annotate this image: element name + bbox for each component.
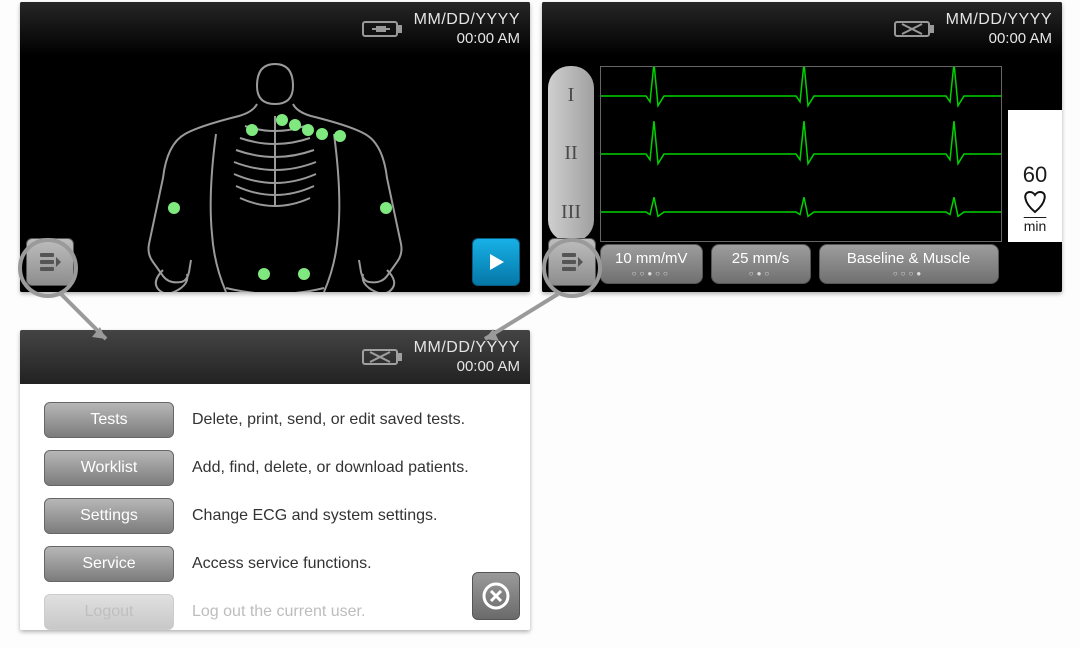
menu-row-logout: Logout Log out the current user. (44, 594, 518, 630)
lead-label: II (564, 142, 577, 165)
torso-diagram (20, 56, 530, 292)
worklist-desc: Add, find, delete, or download patients. (192, 459, 469, 477)
filter-button[interactable]: Baseline & Muscle ○○○● (819, 244, 999, 284)
time-text: 00:00 AM (414, 358, 520, 375)
header-bar: MM/DD/YYYY 00:00 AM (20, 2, 530, 56)
menu-row-service: Service Access service functions. (44, 546, 518, 582)
battery-icon (362, 19, 404, 39)
logout-desc: Log out the current user. (192, 603, 365, 621)
service-desc: Access service functions. (192, 555, 372, 573)
filter-label: Baseline & Muscle (847, 250, 970, 267)
heart-rate-readout: 60 min (1008, 110, 1062, 242)
datetime: MM/DD/YYYY 00:00 AM (414, 339, 520, 375)
battery-icon (894, 19, 936, 39)
datetime: MM/DD/YYYY 00:00 AM (414, 11, 520, 47)
heart-rate-value: 60 (1023, 162, 1047, 188)
lead-label: I (568, 84, 575, 107)
main-menu-button[interactable] (26, 238, 74, 286)
gain-label: 10 mm/mV (615, 250, 688, 267)
menu-list: Tests Delete, print, send, or edit saved… (20, 384, 530, 630)
tests-desc: Delete, print, send, or edit saved tests… (192, 411, 465, 429)
service-button[interactable]: Service (44, 546, 174, 582)
datetime: MM/DD/YYYY 00:00 AM (946, 11, 1052, 47)
settings-button[interactable]: Settings (44, 498, 174, 534)
ecg-trace-viewport (600, 66, 1002, 242)
speed-label: 25 mm/s (732, 250, 790, 267)
close-menu-button[interactable] (472, 572, 520, 620)
date-text: MM/DD/YYYY (946, 11, 1052, 29)
ecg-waveform-screen: MM/DD/YYYY 00:00 AM ? I II III 60 min 10… (542, 2, 1062, 292)
lead-label-column[interactable]: I II III (548, 66, 594, 242)
gain-button[interactable]: 10 mm/mV ○○●○○ (600, 244, 703, 284)
display-controls: 10 mm/mV ○○●○○ 25 mm/s ○●○ Baseline & Mu… (600, 240, 1054, 288)
lead-placement-screen: MM/DD/YYYY 00:00 AM ? (20, 2, 530, 292)
settings-desc: Change ECG and system settings. (192, 507, 437, 525)
speed-button[interactable]: 25 mm/s ○●○ (711, 244, 811, 284)
ecg-area: I II III 60 min 10 mm/mV ○○●○○ 25 mm/s ○… (542, 56, 1062, 292)
speed-dots: ○●○ (749, 269, 773, 278)
header-bar: MM/DD/YYYY 00:00 AM (20, 330, 530, 384)
menu-row-worklist: Worklist Add, find, delete, or download … (44, 450, 518, 486)
logout-button: Logout (44, 594, 174, 630)
heart-rate-unit: min (1024, 218, 1047, 234)
main-menu-screen: MM/DD/YYYY 00:00 AM Tests Delete, print,… (20, 330, 530, 630)
start-acquisition-button[interactable] (472, 238, 520, 286)
filter-dots: ○○○● (893, 269, 924, 278)
menu-row-settings: Settings Change ECG and system settings. (44, 498, 518, 534)
date-text: MM/DD/YYYY (414, 339, 520, 357)
date-text: MM/DD/YYYY (414, 11, 520, 29)
gain-dots: ○○●○○ (632, 269, 671, 278)
header-bar: MM/DD/YYYY 00:00 AM (542, 2, 1062, 56)
tests-button[interactable]: Tests (44, 402, 174, 438)
heart-icon (1021, 188, 1049, 214)
lead-label: III (561, 201, 581, 224)
worklist-button[interactable]: Worklist (44, 450, 174, 486)
main-menu-button[interactable] (548, 238, 596, 286)
battery-icon (362, 347, 404, 367)
menu-row-tests: Tests Delete, print, send, or edit saved… (44, 402, 518, 438)
time-text: 00:00 AM (946, 30, 1052, 47)
time-text: 00:00 AM (414, 30, 520, 47)
